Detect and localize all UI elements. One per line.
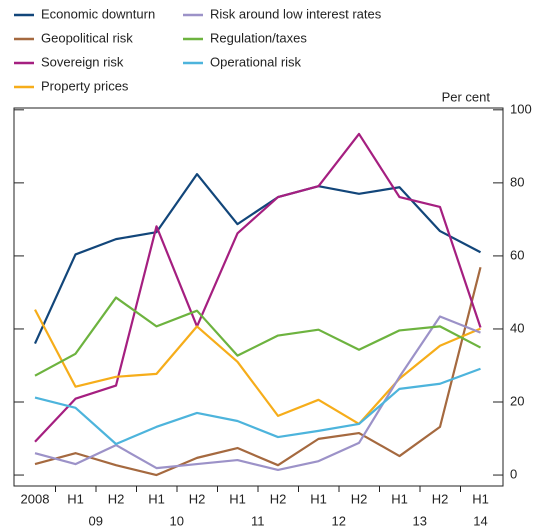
x-tick-label: 2008 <box>21 491 50 506</box>
x-tick-label: H1 <box>391 491 408 506</box>
x-tick-label: H2 <box>270 491 287 506</box>
series-line <box>34 367 481 446</box>
legend-label: Regulation/taxes <box>210 30 307 45</box>
x-tick-label: H1 <box>472 491 489 506</box>
year-label: 10 <box>170 513 184 528</box>
series-line <box>34 296 482 377</box>
legend-label: Sovereign risk <box>41 54 124 69</box>
x-tick-label: H2 <box>189 491 206 506</box>
x-tick-label: H1 <box>310 491 327 506</box>
legend-label: Geopolitical risk <box>41 30 133 45</box>
x-tick-label: H1 <box>229 491 246 506</box>
legend-label: Economic downturn <box>41 6 155 21</box>
series-line <box>34 309 481 426</box>
year-label: 09 <box>89 513 103 528</box>
legend-label: Operational risk <box>210 54 302 69</box>
y-tick-label: 100 <box>510 101 532 116</box>
y-tick-label: 20 <box>510 393 524 408</box>
y-tick-label: 0 <box>510 466 517 481</box>
series-line <box>34 266 482 477</box>
series-line <box>34 132 482 443</box>
y-unit: Per cent <box>442 89 491 104</box>
y-tick-label: 40 <box>510 320 524 335</box>
year-label: 14 <box>473 513 487 528</box>
legend-label: Risk around low interest rates <box>210 6 382 21</box>
x-tick-label: H1 <box>67 491 84 506</box>
y-tick-label: 80 <box>510 174 524 189</box>
x-tick-label: H2 <box>108 491 125 506</box>
year-label: 12 <box>332 513 346 528</box>
x-tick-label: H2 <box>432 491 449 506</box>
x-tick-label: H1 <box>148 491 165 506</box>
y-tick-label: 60 <box>510 247 524 262</box>
series-line <box>33 173 482 345</box>
year-label: 11 <box>251 513 265 528</box>
year-label: 13 <box>413 513 427 528</box>
x-tick-label: H2 <box>351 491 368 506</box>
legend-label: Property prices <box>41 78 129 93</box>
series-line <box>34 315 481 472</box>
